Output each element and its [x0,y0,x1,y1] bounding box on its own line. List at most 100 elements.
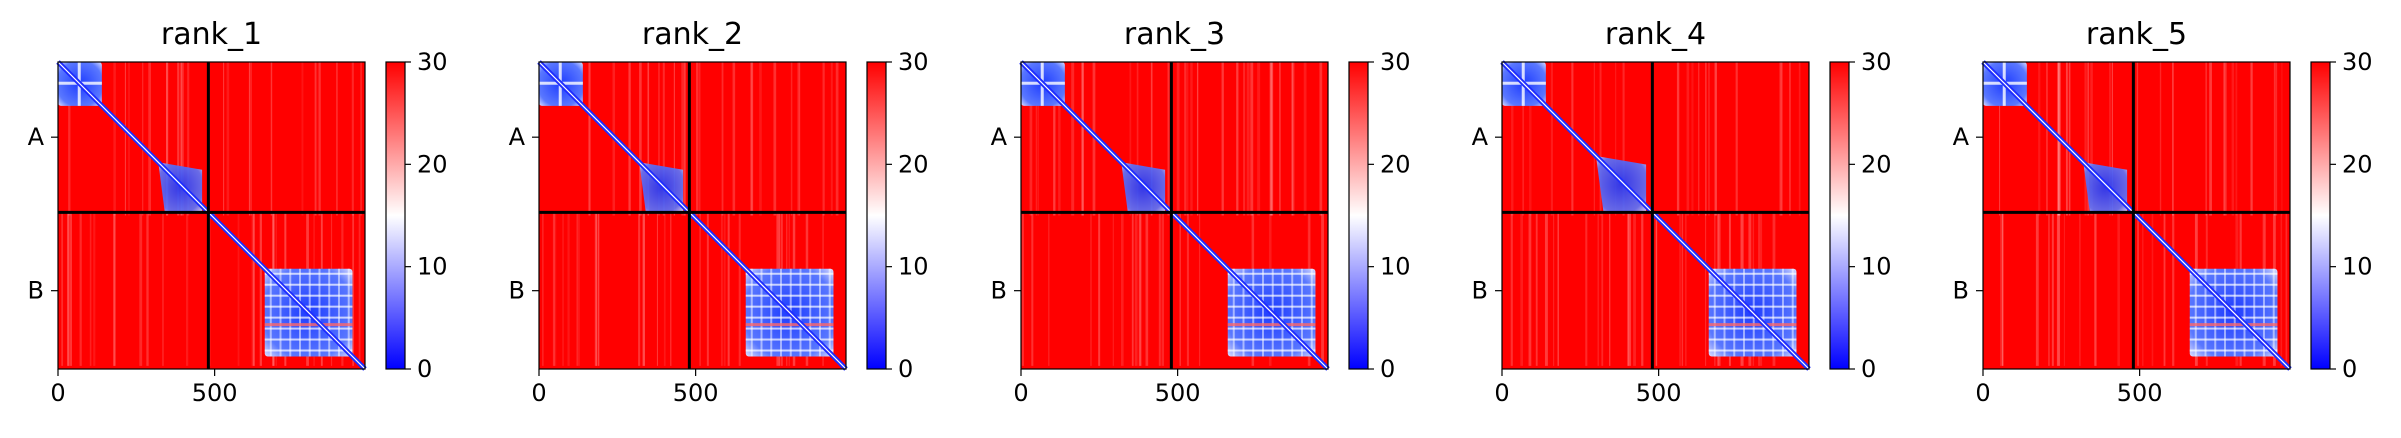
heatmap-streak [1271,62,1274,216]
heatmap-streak [2172,212,2175,366]
heatmap-streak [1279,62,1281,216]
heatmap-streak [1186,212,1189,366]
heatmap-diagonal-core [1982,61,2291,370]
heatmap-streak [647,62,650,216]
block-stripe [1300,268,1303,357]
colorbar [866,61,887,370]
heatmap-streak [699,212,701,366]
heatmap-streak [162,212,164,366]
heatmap-streak [698,62,701,216]
heatmap-streak [1798,62,1801,216]
heatmap-streak [352,212,355,366]
y-tick-label: B [509,277,525,305]
x-tick-label: 500 [673,379,719,407]
heatmap-streak [314,62,317,216]
heatmap-streak [1145,212,1149,366]
axes-frame [538,61,847,370]
heatmap-streak [1150,62,1153,216]
heatmap-streak [1550,62,1553,216]
heatmap-streak [2048,212,2050,366]
heatmap-streak [2164,212,2166,366]
block-stripe [2243,268,2246,357]
block-stripe [1227,323,1316,327]
heatmap-streak [1048,212,1050,366]
block-stripe [1791,268,1794,357]
heatmap-streak [2079,212,2081,366]
heatmap-streak [1129,62,1132,216]
heatmap-streak [2250,62,2253,216]
heatmap-streak [1121,212,1124,366]
heatmap-streak [351,62,354,216]
block-stripe [745,349,834,352]
block-stripe [2189,294,2278,297]
heatmap-streak [2065,62,2068,216]
heatmap-streak [773,62,777,216]
block-stripe [2189,283,2278,286]
heatmap-streak [594,212,598,366]
block-stripe [264,283,353,286]
x-tick-label: 0 [1013,379,1028,407]
heatmap-streak [797,62,800,216]
heatmap-streak [2205,62,2207,216]
heatmap-streak [1597,212,1599,366]
block-stripe [2189,305,2278,308]
heatmap-streak [166,62,168,216]
heatmap-streak [706,212,709,366]
x-tick-label: 0 [531,379,546,407]
heatmap-streak [1735,62,1738,216]
heatmap-streak [128,62,130,216]
heatmap-streak [2068,62,2071,216]
heatmap-streak [124,62,126,216]
heatmap-panel-3: rank_3 0 500 A B 0 10 20 30 [991,17,1411,407]
heatmap-streak [360,62,362,216]
heatmap-streak [1789,62,1791,216]
heatmap-streak [1221,62,1224,216]
heatmap-streak [2235,62,2238,216]
heatmap-streak [259,212,262,366]
heatmap-streak [2090,62,2093,216]
heatmap-streak [577,212,580,366]
y-tick-label: B [1472,277,1488,305]
heatmap-streak [2280,212,2283,366]
heatmap-streak [1685,212,1687,366]
panel-title: rank_3 [1124,17,1225,52]
block-stripe [1708,294,1797,297]
heatmap-streak [2057,212,2061,366]
panel-title: rank_2 [642,17,743,52]
block-stripe [347,268,350,357]
heatmap-streak [301,62,304,216]
heatmap-streak [1609,212,1611,366]
colorbar-tick-label: 0 [898,355,913,383]
block-stripe [1762,268,1765,357]
heatmap-streak [790,62,793,216]
heatmap-streak [1779,62,1782,216]
block-stripe [2189,316,2278,319]
heatmap-streak [2275,62,2278,216]
heatmap-panel-5: rank_5 0 500 A B 0 10 20 30 [1953,17,2373,407]
heatmap-streak [1601,212,1604,366]
x-tick-label: 500 [1636,379,1682,407]
heatmap-streak [1511,62,1513,216]
block-stripe [264,272,353,275]
heatmap-streak [177,62,179,216]
heatmap-streak [723,212,726,366]
heatmap-streak [1138,212,1142,366]
heatmap-streak [67,212,70,366]
heatmap-streak [61,212,64,366]
heatmap-streak [2000,212,2003,366]
y-tick-label: B [991,277,1007,305]
block-stripe [337,268,340,357]
heatmap-streak [1676,62,1680,216]
heatmap-streak [2136,62,2139,216]
heatmap-streak [1557,212,1559,366]
colorbar [385,61,406,370]
heatmap-streak [2141,212,2144,366]
heatmap-streak [1031,212,1034,366]
heatmap-streak [553,212,557,366]
block-stripe [1252,268,1255,357]
heatmap-streak [1236,62,1239,216]
heatmap-streak [1641,212,1644,366]
block-stripe [745,338,834,341]
heatmap-streak [1092,62,1096,216]
heatmap-streak [2046,62,2048,216]
